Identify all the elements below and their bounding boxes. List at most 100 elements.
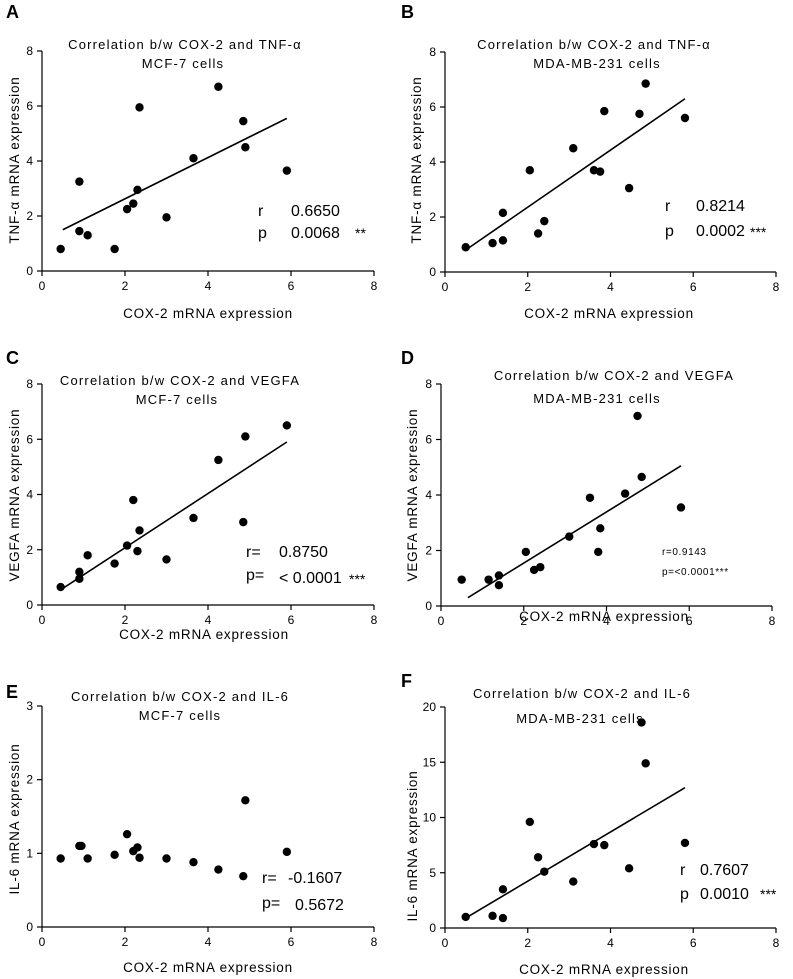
data-point bbox=[533, 853, 543, 862]
y-tick-label: 8 bbox=[26, 377, 33, 391]
x-tick-label: 4 bbox=[607, 280, 614, 294]
data-point bbox=[75, 226, 84, 236]
x-tick-label: 6 bbox=[686, 614, 693, 628]
r-label: r= bbox=[262, 870, 277, 887]
p-label: p= bbox=[246, 567, 264, 584]
data-point bbox=[83, 551, 92, 560]
data-point bbox=[521, 547, 531, 557]
significance-stars: *** bbox=[760, 886, 777, 902]
data-point bbox=[162, 555, 171, 564]
data-point bbox=[494, 580, 504, 590]
p-label: p bbox=[258, 225, 267, 242]
panel-c: C Correlation b/w COX-2 and VEGFA MCF-7 … bbox=[6, 348, 378, 642]
data-point bbox=[498, 913, 508, 923]
x-tick-label: 8 bbox=[371, 613, 378, 627]
panel-label: B bbox=[401, 2, 414, 22]
data-point bbox=[585, 493, 595, 502]
data-point bbox=[282, 166, 292, 175]
panel-a: A Correlation b/w COX-2 and TNF-α MCF-7 … bbox=[6, 2, 378, 321]
y-tick-label: 8 bbox=[425, 377, 432, 391]
data-point bbox=[533, 229, 543, 238]
data-point bbox=[214, 82, 223, 91]
data-point bbox=[189, 154, 198, 163]
data-point bbox=[540, 867, 549, 876]
data-point bbox=[624, 864, 634, 873]
data-point bbox=[133, 843, 142, 852]
data-point bbox=[110, 559, 119, 568]
data-point bbox=[133, 546, 142, 556]
x-tick-label: 0 bbox=[39, 613, 46, 627]
y-tick-label: 0 bbox=[26, 920, 33, 934]
data-point bbox=[110, 850, 119, 860]
data-point bbox=[189, 857, 198, 867]
y-tick-label: 0 bbox=[429, 921, 436, 935]
p-label: p bbox=[665, 223, 674, 240]
x-tick-label: 8 bbox=[773, 936, 780, 950]
y-axis-label: IL-6 mRNA expression bbox=[7, 743, 22, 894]
panel-label: A bbox=[6, 2, 19, 22]
y-tick-label: 6 bbox=[425, 433, 432, 447]
data-point bbox=[641, 759, 650, 768]
data-point bbox=[569, 877, 578, 886]
y-tick-label: 0 bbox=[425, 599, 432, 613]
y-tick-label: 2 bbox=[26, 543, 33, 557]
data-point bbox=[569, 144, 578, 153]
p-value: 0.5672 bbox=[295, 897, 344, 914]
data-point bbox=[133, 185, 142, 195]
y-axis-label: VEGFA mRNA expression bbox=[7, 409, 22, 582]
plot-area: 0 2 4 6 8 0 2 4 6 8 bbox=[26, 44, 377, 293]
y-tick-label: 4 bbox=[26, 154, 33, 168]
data-point bbox=[135, 103, 144, 112]
data-point bbox=[56, 582, 65, 592]
panel-f: F Correlation b/w COX-2 and IL-6 MDA-MB-… bbox=[401, 671, 780, 977]
r-label: r bbox=[258, 203, 264, 220]
y-axis-label: IL-6 mRNA expression bbox=[405, 770, 420, 921]
panel-label: E bbox=[6, 682, 18, 702]
chart-title: Correlation b/w COX-2 and VEGFA bbox=[60, 373, 300, 388]
chart-subtitle: MCF-7 cells bbox=[142, 56, 225, 71]
y-tick-label: 20 bbox=[423, 700, 437, 714]
data-point bbox=[637, 472, 646, 482]
y-tick-label: 2 bbox=[425, 544, 432, 558]
data-point bbox=[676, 503, 686, 512]
data-point bbox=[239, 517, 248, 527]
x-tick-label: 8 bbox=[371, 935, 378, 949]
p-value: 0.0002 bbox=[696, 223, 745, 240]
chart-subtitle: MDA-MB-231 cells bbox=[533, 56, 661, 71]
y-tick-label: 2 bbox=[26, 773, 33, 787]
r-label: r bbox=[680, 862, 686, 879]
y-tick-label: 4 bbox=[26, 488, 33, 502]
data-point bbox=[637, 718, 646, 727]
regression-line bbox=[467, 465, 682, 599]
data-point bbox=[75, 574, 84, 583]
data-point bbox=[135, 853, 144, 862]
y-tick-label: 2 bbox=[26, 209, 33, 223]
data-point bbox=[129, 199, 138, 208]
data-point bbox=[641, 79, 650, 88]
plot-area: 0 2 4 6 8 0 2 4 6 8 bbox=[425, 377, 775, 628]
significance-stars: *** bbox=[750, 224, 767, 240]
regression-line bbox=[62, 441, 288, 590]
data-point bbox=[282, 421, 292, 430]
significance-stars: *** bbox=[349, 571, 366, 587]
x-tick-label: 2 bbox=[524, 280, 531, 294]
r-value: 0.8214 bbox=[696, 198, 745, 215]
data-point bbox=[189, 513, 198, 523]
x-tick-label: 2 bbox=[122, 613, 129, 627]
x-tick-label: 6 bbox=[690, 936, 697, 950]
data-point bbox=[525, 166, 535, 175]
chart-title: Correlation b/w COX-2 and IL-6 bbox=[71, 689, 289, 704]
x-tick-label: 4 bbox=[205, 935, 212, 949]
regression-line bbox=[465, 786, 686, 919]
data-point bbox=[680, 113, 690, 123]
y-tick-label: 8 bbox=[429, 45, 436, 59]
x-axis-label: COX-2 mRNA expression bbox=[524, 306, 694, 321]
x-tick-label: 4 bbox=[607, 936, 614, 950]
data-point bbox=[83, 854, 92, 863]
data-point bbox=[162, 213, 171, 222]
x-tick-label: 2 bbox=[524, 936, 531, 950]
x-tick-label: 8 bbox=[371, 279, 378, 293]
y-axis-label: TNF-α mRNA expression bbox=[7, 76, 22, 243]
r-statistic: r=0.9143 bbox=[662, 547, 707, 558]
x-axis-label: COX-2 mRNA expression bbox=[123, 306, 293, 321]
